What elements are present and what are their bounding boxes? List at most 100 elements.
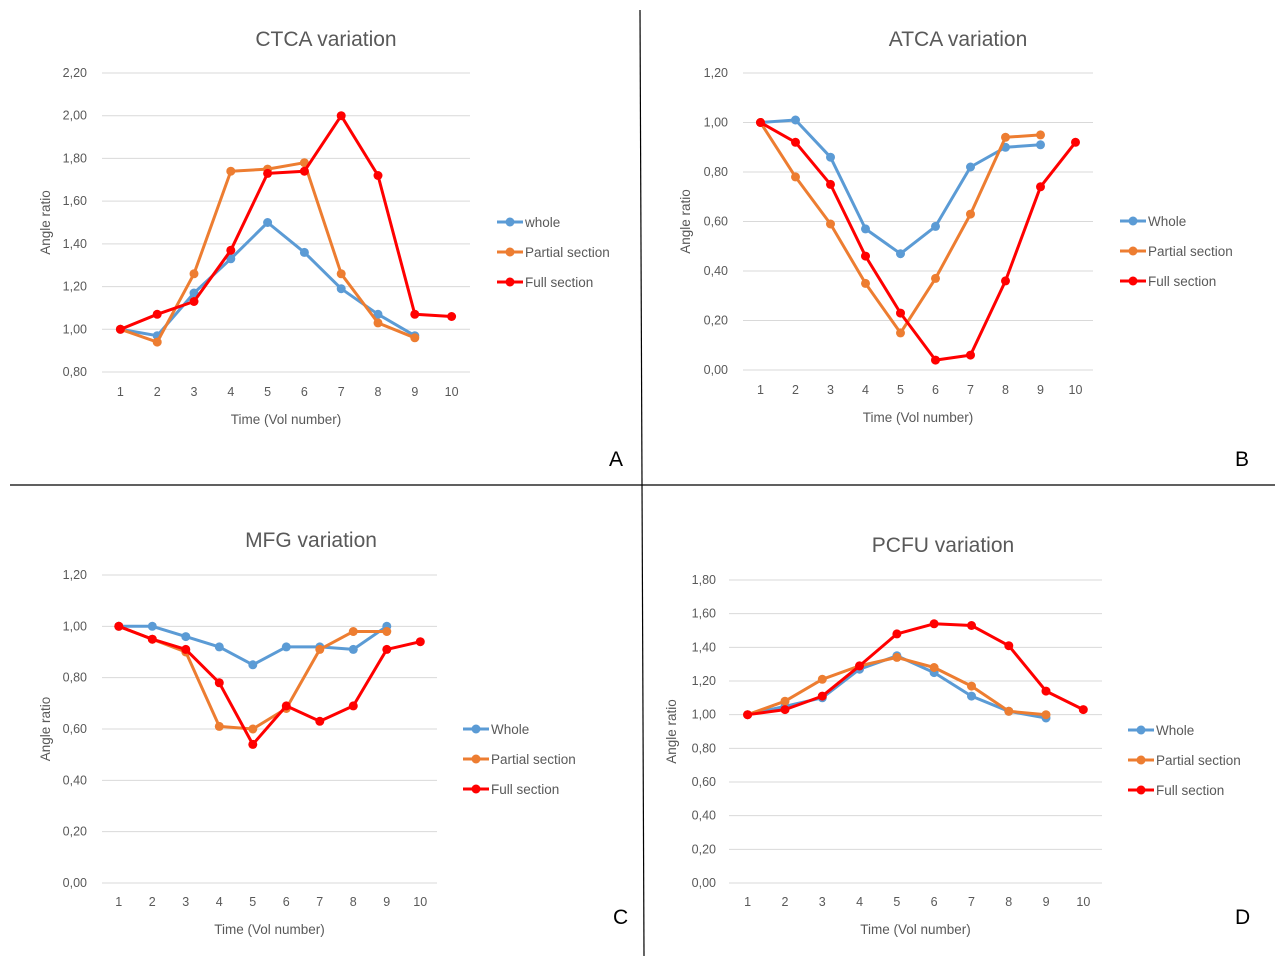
legend-label: Whole xyxy=(1148,214,1186,229)
data-point xyxy=(348,701,358,711)
data-point xyxy=(189,269,199,279)
y-tick-label: 1,20 xyxy=(63,568,87,582)
data-point xyxy=(281,701,291,711)
data-point xyxy=(382,627,392,636)
x-tick-label: 9 xyxy=(383,895,390,909)
series-full-section xyxy=(743,619,1088,720)
y-tick-label: 1,40 xyxy=(692,640,716,654)
legend-label: Full section xyxy=(491,782,559,797)
legend-marker xyxy=(471,784,481,794)
x-tick-label: 3 xyxy=(191,385,198,399)
x-tick-label: 1 xyxy=(117,385,124,399)
x-tick-label: 1 xyxy=(744,895,751,909)
legend-marker xyxy=(1128,216,1138,226)
x-tick-label: 10 xyxy=(1076,895,1090,909)
legend-label: Partial section xyxy=(1148,244,1233,259)
data-point xyxy=(966,350,975,360)
data-point xyxy=(826,152,835,162)
data-point xyxy=(189,297,199,306)
series-full-section xyxy=(115,111,457,334)
chart-title: PCFU variation xyxy=(872,534,1014,557)
x-tick-label: 7 xyxy=(968,895,975,909)
data-point xyxy=(1036,130,1045,140)
legend-label: Full section xyxy=(1156,783,1224,798)
x-tick-label: 7 xyxy=(967,383,974,397)
y-axis-label: Angle ratio xyxy=(664,699,679,764)
y-tick-label: 0,00 xyxy=(692,876,716,890)
x-tick-label: 10 xyxy=(445,385,459,399)
y-tick-label: 1,80 xyxy=(63,151,87,165)
y-tick-label: 2,20 xyxy=(63,66,87,80)
data-point xyxy=(855,661,864,671)
data-point xyxy=(861,251,870,261)
y-tick-label: 1,60 xyxy=(692,607,716,621)
x-tick-label: 2 xyxy=(154,385,161,399)
series-line xyxy=(117,624,422,746)
data-point xyxy=(315,716,325,726)
x-tick-label: 9 xyxy=(1043,895,1050,909)
series-full-section xyxy=(756,118,1080,365)
y-tick-label: 0,80 xyxy=(63,365,87,379)
data-point xyxy=(114,621,124,631)
x-axis-label: Time (Vol number) xyxy=(214,922,325,937)
x-tick-label: 4 xyxy=(856,895,863,909)
data-point xyxy=(226,166,236,176)
series-line xyxy=(746,622,1085,717)
legend-marker xyxy=(1128,246,1138,256)
y-tick-label: 0,20 xyxy=(63,825,87,839)
data-point xyxy=(892,629,902,639)
data-point xyxy=(263,218,273,227)
data-point xyxy=(214,642,224,652)
data-point xyxy=(861,224,870,234)
y-tick-label: 0,00 xyxy=(704,363,728,377)
data-point xyxy=(780,696,790,706)
y-tick-label: 0,20 xyxy=(692,842,716,856)
data-point xyxy=(1036,140,1045,150)
x-tick-label: 5 xyxy=(893,895,900,909)
series-line xyxy=(746,654,1048,720)
legend-label: whole xyxy=(524,215,560,230)
legend-marker xyxy=(505,217,515,227)
panel-letter: B xyxy=(1235,448,1249,471)
data-point xyxy=(1041,710,1051,720)
panel-letter: C xyxy=(613,906,628,929)
y-tick-label: 0,00 xyxy=(63,876,87,890)
legend-marker xyxy=(1136,725,1146,735)
y-axis-label: Angle ratio xyxy=(38,697,53,762)
data-point xyxy=(966,162,975,172)
y-tick-label: 1,60 xyxy=(63,194,87,208)
data-point xyxy=(373,318,383,328)
y-tick-label: 0,40 xyxy=(692,809,716,823)
chart-panel-a: 0,80 1,00 1,20 1,40 1,60 1,80 2,00 2,20 1 2 3 4 5 6 7 8… xyxy=(38,28,623,471)
data-point xyxy=(931,355,940,365)
legend-label: Whole xyxy=(491,722,529,737)
data-point xyxy=(1078,705,1088,715)
x-tick-label: 8 xyxy=(350,895,357,909)
x-tick-label: 9 xyxy=(1037,383,1044,397)
x-tick-label: 6 xyxy=(932,383,939,397)
chart-panel-c: 0,00 0,20 0,40 0,60 0,80 1,00 1,20 1 2 3 4 5 6 7 8 9 10 M… xyxy=(38,529,628,937)
data-point xyxy=(780,705,790,715)
data-point xyxy=(181,644,191,654)
panel-letter: D xyxy=(1235,906,1250,929)
data-point xyxy=(743,710,753,720)
data-point xyxy=(896,328,905,338)
data-point xyxy=(967,681,976,691)
data-point xyxy=(817,674,827,684)
chart-panel-d: 0,00 0,20 0,40 0,60 0,80 1,00 1,20 1,40 1,60 1,80… xyxy=(664,534,1250,937)
chart-title: MFG variation xyxy=(245,529,377,552)
data-point xyxy=(791,137,800,147)
x-axis-label: Time (Vol number) xyxy=(231,412,342,427)
legend-marker xyxy=(1128,276,1138,286)
data-point xyxy=(248,724,258,734)
data-point xyxy=(1071,137,1080,147)
y-tick-label: 2,00 xyxy=(63,109,87,123)
data-point xyxy=(929,663,939,672)
data-point xyxy=(1001,132,1010,142)
data-point xyxy=(373,171,383,180)
y-tick-label: 0,80 xyxy=(692,741,716,755)
x-tick-label: 4 xyxy=(227,385,234,399)
x-tick-label: 6 xyxy=(931,895,938,909)
